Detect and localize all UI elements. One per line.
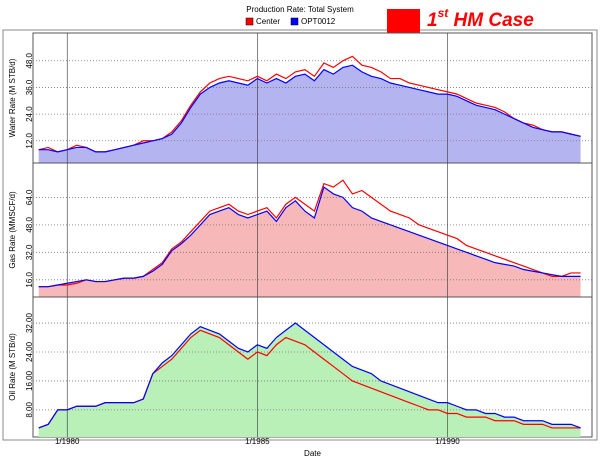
series-line [38, 64, 581, 153]
y-tick-label: 16.0 [25, 271, 34, 287]
y-tick-label: 48.0 [25, 52, 34, 68]
y-tick-label: 64.0 [25, 189, 34, 205]
series-line [38, 322, 581, 429]
outer-frame [2, 29, 598, 441]
legend-swatch [245, 17, 254, 26]
x-tick-label: 1/1985 [245, 437, 270, 446]
annotation-part: HM Case [448, 10, 534, 31]
chart-title: Production Rate: Total System [246, 5, 354, 14]
y-tick-label: 24.00 [25, 341, 34, 362]
y-tick-label: 32.00 [25, 312, 34, 333]
y-axis-label: Water Rate (M STB/d) [8, 58, 17, 137]
y-tick-label: 36.0 [25, 79, 34, 95]
annotation-part: 1 [427, 10, 438, 31]
y-axis-label: Gas Rate (MMSCF/d) [8, 191, 17, 269]
annotation-swatch [387, 9, 420, 33]
y-tick-label: 32.0 [25, 244, 34, 260]
y-tick-label: 48.0 [25, 217, 34, 233]
y-tick-label: 24.0 [25, 106, 34, 122]
area [38, 323, 581, 437]
x-tick-label: 1/1990 [435, 437, 460, 446]
area [38, 187, 581, 297]
legend-swatch [290, 17, 299, 26]
annotation: 1st HM Case [427, 6, 534, 31]
annotation-part: st [438, 6, 450, 20]
x-axis-label: Date [304, 449, 321, 458]
y-tick-label: 16.00 [25, 370, 34, 391]
y-axis-label: Oil Rate (M STB/d) [8, 333, 17, 401]
legend-label: Center [256, 17, 280, 26]
x-tick-label: 1/1980 [55, 437, 80, 446]
legend-label: OPT0012 [301, 17, 336, 26]
y-tick-label: 8.00 [25, 402, 34, 418]
series-line [38, 186, 581, 288]
y-tick-label: 12.0 [25, 132, 34, 148]
